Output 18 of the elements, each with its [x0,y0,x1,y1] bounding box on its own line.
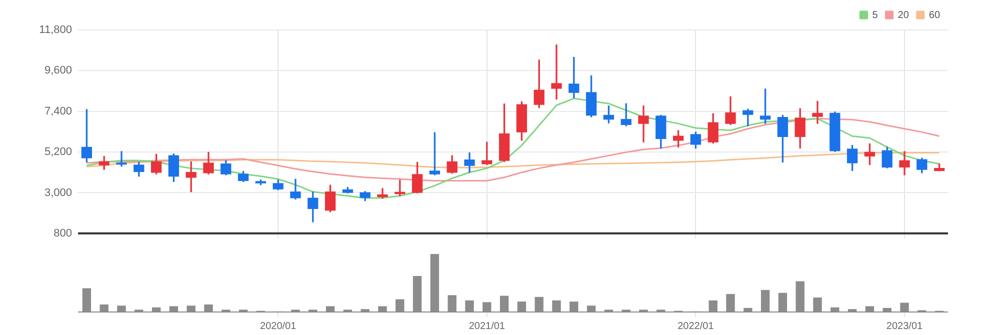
candlestick [551,44,562,100]
x-tick-label: 2023/01 [886,320,924,332]
y-tick-label: 800 [54,227,72,240]
candlestick [812,100,823,124]
x-tick-label: 2021/01 [468,320,506,332]
candlestick [638,105,649,142]
candlestick [377,188,388,199]
x-tick-label: 2020/01 [260,320,297,332]
legend-label: 60 [928,10,940,21]
candlestick [116,151,127,167]
legend-label: 20 [898,10,910,21]
y-tick-label: 11,800 [39,24,72,36]
y-tick-label: 9,600 [44,64,72,77]
legend-label: 5 [872,10,878,21]
x-tick-label: 2022/01 [678,320,714,332]
y-tick-label: 3,000 [44,186,72,199]
y-tick-label: 5,200 [44,146,72,158]
y-tick-label: 7,400 [44,105,72,118]
